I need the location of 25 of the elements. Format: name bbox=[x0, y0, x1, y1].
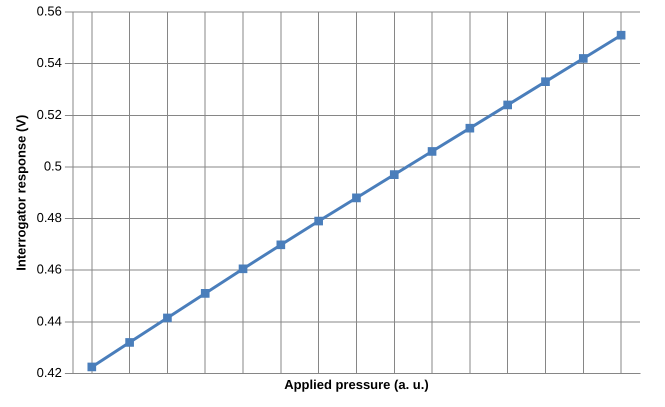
point bbox=[466, 124, 474, 132]
point bbox=[352, 194, 361, 202]
point bbox=[238, 264, 248, 274]
y-tick-label: 0.46 bbox=[36, 262, 62, 277]
point bbox=[163, 314, 172, 322]
point bbox=[503, 100, 512, 110]
point bbox=[541, 77, 550, 86]
point bbox=[616, 30, 626, 40]
y-tick-label: 0.56 bbox=[36, 4, 62, 19]
point bbox=[87, 362, 96, 372]
y-axis-title: Interrogator response (V) bbox=[13, 114, 28, 271]
y-tick-label: 0.5 bbox=[44, 158, 62, 174]
y-tick-label: 0.42 bbox=[36, 364, 62, 380]
point bbox=[200, 289, 210, 298]
point bbox=[125, 338, 134, 347]
y-tick-label: 0.48 bbox=[36, 210, 62, 226]
x-axis-title: Applied pressure (a. u.) bbox=[284, 376, 429, 392]
point bbox=[276, 240, 286, 250]
y-tick-label: 0.52 bbox=[36, 106, 62, 122]
point bbox=[390, 170, 399, 179]
point bbox=[314, 216, 323, 226]
y-tick-label: 0.54 bbox=[36, 55, 62, 70]
point bbox=[428, 147, 436, 156]
y-tick-label: 0.44 bbox=[36, 313, 62, 328]
point bbox=[578, 54, 588, 63]
